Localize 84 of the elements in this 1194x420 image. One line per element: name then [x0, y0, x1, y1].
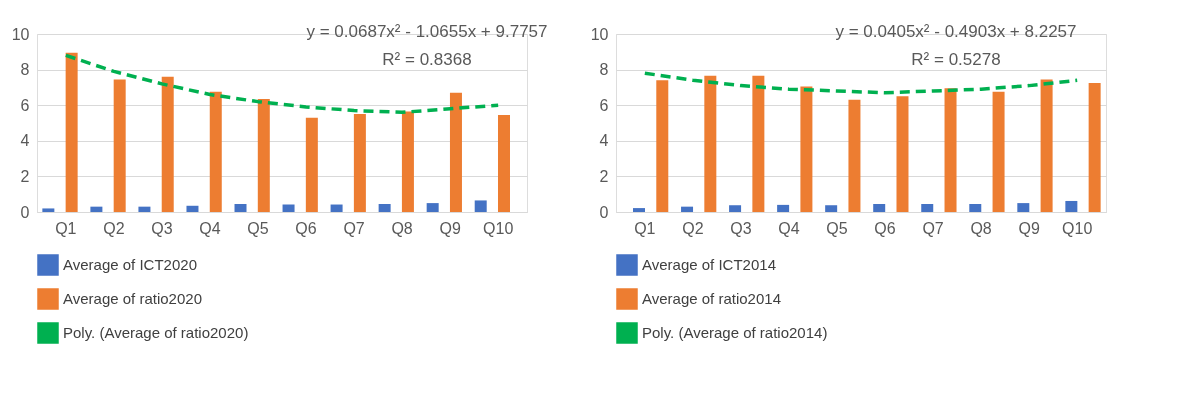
x-tick-label: Q3: [151, 219, 173, 237]
x-tick-label: Q1: [634, 219, 656, 237]
x-tick-label: Q7: [922, 219, 944, 237]
y-tick-label: 10: [11, 25, 30, 43]
bar: [921, 203, 934, 212]
bar: [257, 98, 270, 212]
bar: [656, 80, 669, 212]
bar: [161, 76, 174, 212]
line-series: [64, 53, 500, 115]
x-tick-label: Q1: [55, 219, 77, 237]
bar: [777, 204, 790, 212]
bar: [65, 52, 78, 212]
line-series: [643, 71, 1079, 95]
legend-label: Average of ratio2020: [63, 290, 202, 307]
annotation: R² = 0.5278: [911, 50, 1001, 69]
bar: [944, 88, 957, 212]
x-tick-label: Q10: [483, 219, 514, 237]
y-tick-label: 10: [590, 25, 609, 43]
x-tick-label: Q9: [439, 219, 461, 237]
x-tick-label: Q3: [730, 219, 752, 237]
y-tick-label: 8: [599, 61, 609, 79]
y-tick-label: 2: [599, 167, 609, 185]
bar: [138, 206, 151, 212]
bar: [42, 208, 55, 212]
bar: [896, 96, 909, 212]
x-tick-label: Q5: [826, 219, 848, 237]
x-tick-label: Q4: [199, 219, 221, 237]
bar: [378, 203, 391, 212]
bar: [474, 200, 487, 212]
bar: [90, 206, 103, 212]
legend-label: Average of ICT2020: [63, 256, 197, 273]
bar: [704, 75, 717, 212]
bar: [234, 203, 247, 212]
y-tick-label: 6: [20, 96, 30, 114]
legend-label: Poly. (Average of ratio2020): [63, 324, 249, 341]
bar: [729, 205, 742, 212]
bar: [825, 205, 838, 212]
bar: [848, 99, 861, 212]
bar: [449, 92, 462, 212]
bar: [800, 86, 813, 212]
bar: [992, 91, 1005, 212]
legend-label: Average of ratio2014: [642, 290, 781, 307]
bar: [633, 208, 645, 212]
x-tick-label: Q6: [874, 219, 896, 237]
y-tick-label: 2: [20, 167, 30, 185]
bar: [681, 206, 694, 212]
legend-label: Average of ICT2014: [642, 256, 776, 273]
x-tick-label: Q2: [682, 219, 704, 237]
bar: [282, 204, 295, 212]
x-tick-label: Q2: [103, 219, 125, 237]
bar: [186, 205, 199, 212]
bar: [1040, 79, 1053, 212]
bar: [401, 111, 414, 212]
annotation: y = 0.0405x² - 0.4903x + 8.2257: [835, 22, 1077, 41]
bar: [969, 203, 982, 212]
x-tick-label: Q5: [247, 219, 269, 237]
y-tick-label: 8: [20, 61, 30, 79]
x-tick-label: Q7: [343, 219, 365, 237]
x-tick-label: Q9: [1018, 219, 1040, 237]
bar: [305, 117, 318, 212]
x-tick-label: Q6: [295, 219, 317, 237]
bar: [873, 203, 886, 212]
annotation: y = 0.0687x² - 1.0655x + 9.7757: [306, 22, 548, 41]
bar: [426, 203, 439, 212]
bar: [498, 114, 510, 212]
y-tick-label: 0: [599, 203, 609, 221]
bar: [353, 114, 366, 212]
x-tick-label: Q4: [778, 219, 800, 237]
legend-label: Poly. (Average of ratio2014): [642, 324, 828, 341]
annotation: R² = 0.8368: [382, 50, 472, 69]
bar: [1065, 200, 1078, 212]
y-tick-label: 4: [20, 132, 30, 150]
y-tick-label: 0: [20, 203, 30, 221]
bar: [1088, 82, 1101, 212]
x-tick-label: Q8: [970, 219, 992, 237]
x-tick-label: Q8: [391, 219, 413, 237]
bar: [113, 79, 126, 212]
bar: [1017, 203, 1030, 212]
x-tick-label: Q10: [1062, 219, 1093, 237]
bar: [209, 91, 222, 212]
bar: [330, 204, 343, 212]
bar: [752, 75, 765, 212]
y-tick-label: 6: [599, 96, 609, 114]
y-tick-label: 4: [599, 132, 609, 150]
